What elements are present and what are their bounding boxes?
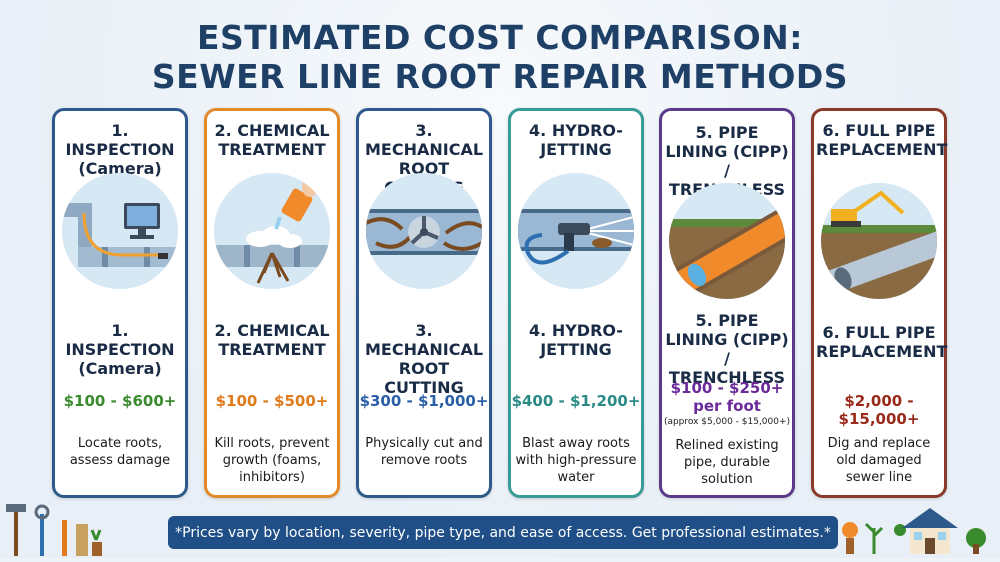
method-name: 6. FULL PIPE REPLACEMENT	[816, 323, 948, 361]
card-header: 2. CHEMICAL TREATMENT	[214, 121, 330, 159]
method-card-inspection: 1. INSPECTION (Camera) 1. INSPECTION (Ca…	[52, 108, 188, 498]
method-card-pipe-lining: 5. PIPE LINING (CIPP) / TRENCHLESS 5. PI…	[659, 108, 795, 498]
card-header: 6. FULL PIPE REPLACEMENT	[816, 121, 948, 159]
title-line-1: ESTIMATED COST COMPARISON:	[196, 18, 804, 57]
method-description: Physically cut and remove roots	[365, 436, 483, 468]
camera-inspection-icon	[62, 173, 178, 289]
footer-disclaimer: *Prices vary by location, severity, pipe…	[168, 516, 838, 549]
method-description: Kill roots, prevent growth (foams, inhib…	[214, 436, 330, 485]
title-line-2: SEWER LINE ROOT REPAIR METHODS	[151, 57, 849, 96]
excavator-icon	[821, 183, 937, 299]
price-range: $100 - $250+ per foot	[670, 379, 784, 415]
method-name: 4. HYDRO-JETTING	[529, 321, 623, 359]
card-header: 1. INSPECTION (Camera)	[65, 121, 175, 178]
price-range: $100 - $500+	[215, 392, 329, 410]
method-description: Blast away roots with high-pressure wate…	[515, 436, 637, 485]
price-range: $300 - $1,000+	[359, 392, 489, 410]
method-card-replacement: 6. FULL PIPE REPLACEMENT 6. FULL PIPE RE…	[811, 108, 947, 498]
method-name: 3. MECHANICAL ROOT CUTTING	[364, 321, 484, 397]
price-range: $100 - $600+	[63, 392, 177, 410]
price-note: (approx $5,000 - $15,000+)	[663, 417, 791, 427]
method-description: Relined existing pipe, durable solution	[675, 438, 779, 487]
method-name: 5. PIPE LINING (CIPP) / TRENCHLESS	[665, 311, 789, 387]
method-description: Locate roots, assess damage	[69, 436, 171, 468]
method-card-chemical: 2. CHEMICAL TREATMENT 2. CHEMICAL TREATM…	[204, 108, 340, 498]
chemical-treatment-icon	[214, 173, 330, 289]
house-icon	[840, 498, 996, 562]
root-cutter-icon	[366, 173, 482, 289]
method-name: 1. INSPECTION (Camera)	[65, 321, 175, 378]
method-card-hydrojetting: 4. HYDRO-JETTING 4. HYDRO-JETTING $400 -…	[508, 108, 644, 498]
method-card-mechanical: 3. MECHANICAL ROOT CUTTING 3. MECHANICAL…	[356, 108, 492, 498]
tools-icon	[6, 500, 106, 562]
hydro-jet-icon	[518, 173, 634, 289]
pipe-lining-icon	[669, 183, 785, 299]
card-header: 4. HYDRO-JETTING	[529, 121, 623, 159]
method-description: Dig and replace old damaged sewer line	[827, 436, 931, 485]
price-range: $400 - $1,200+	[511, 392, 641, 410]
price-range: $2,000 - $15,000+	[838, 392, 920, 428]
page-title: ESTIMATED COST COMPARISON: SEWER LINE RO…	[0, 18, 1000, 96]
method-name: 2. CHEMICAL TREATMENT	[214, 321, 330, 359]
